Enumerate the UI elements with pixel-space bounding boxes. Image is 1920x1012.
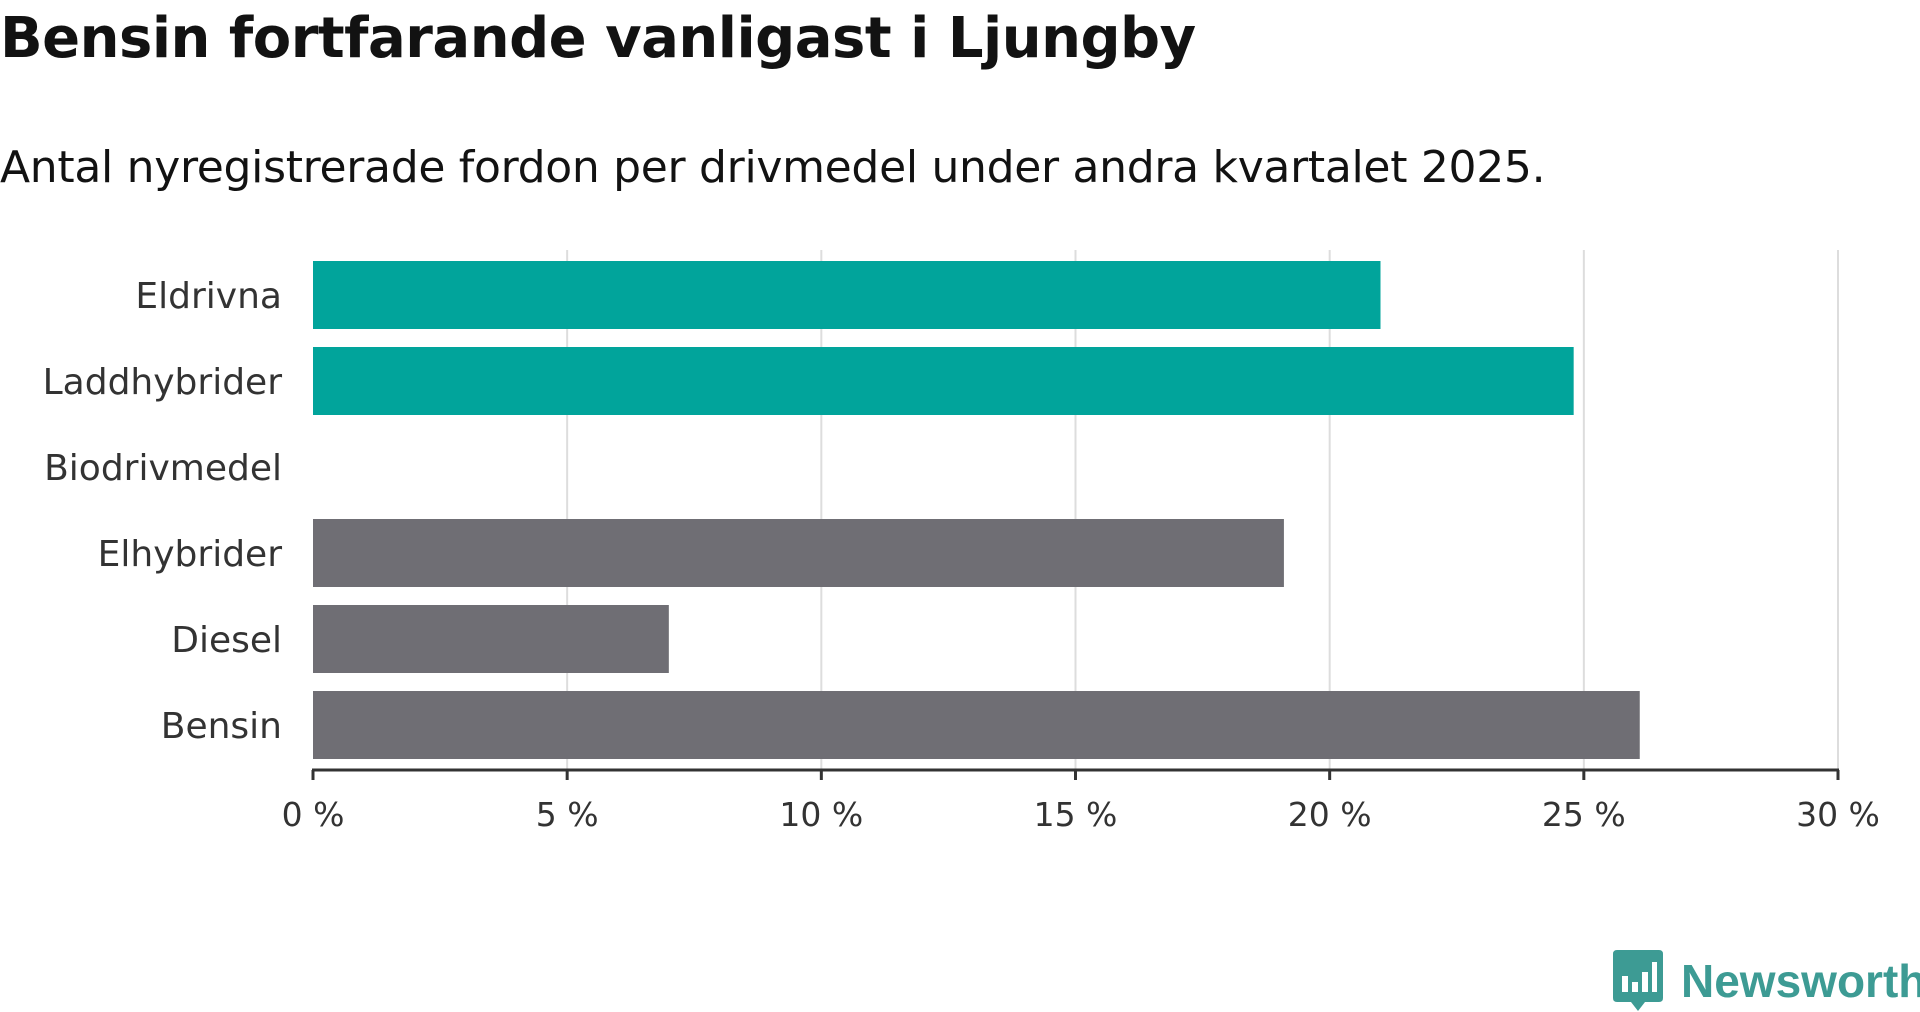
category-label: Biodrivmedel [44,448,282,489]
x-tick-label: 25 % [1542,795,1626,834]
bar-chart-speech-bubble-icon [1613,950,1663,1011]
chart-title: Bensin fortfarande vanligast i Ljungby [0,6,1196,71]
x-tick-label: 5 % [536,795,599,834]
category-label: Eldrivna [135,276,282,317]
bar [313,605,669,673]
x-tick-label: 15 % [1034,795,1118,834]
bars [313,261,1640,759]
x-tick-label: 0 % [282,795,345,834]
category-label: Elhybrider [98,534,283,575]
x-tick-label: 10 % [779,795,863,834]
brand-name: Newsworthy [1681,955,1920,1007]
chart-subtitle: Antal nyregistrerade fordon per drivmede… [0,142,1546,193]
bar [313,347,1574,415]
bar [313,261,1381,329]
x-tick-label: 20 % [1288,795,1372,834]
bar [313,691,1640,759]
newsworthy-logo: Newsworthy [1613,950,1920,1012]
category-labels: Eldrivna Laddhybrider Biodrivmedel Elhybrid… [43,276,283,747]
gridlines [566,250,1839,770]
x-axis: 0 % 5 % 10 % 15 % 20 % 25 % 30 % [282,768,1880,834]
category-label: Diesel [171,620,282,661]
bar [313,519,1284,587]
x-tick-label: 30 % [1796,795,1880,834]
category-label: Bensin [161,706,282,747]
category-label: Laddhybrider [43,362,283,403]
